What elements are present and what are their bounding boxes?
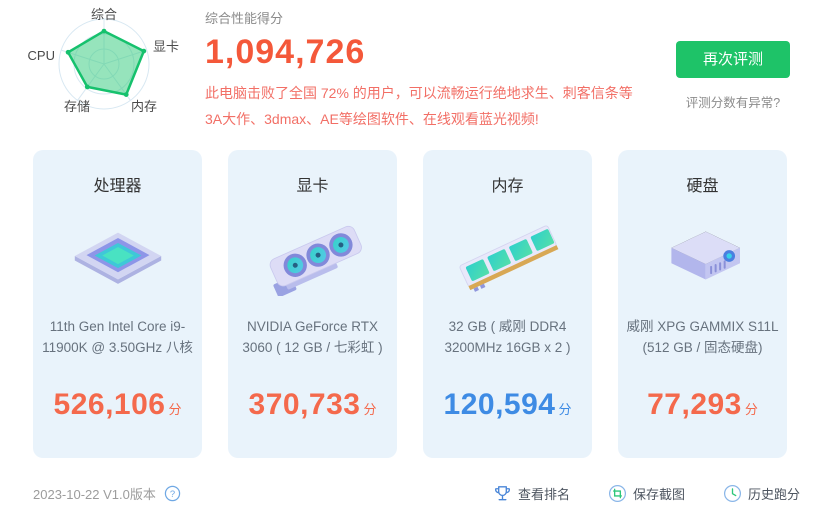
overall-score-value: 1,094,726 — [205, 33, 366, 71]
score-description-line1: 此电脑击败了全国 72% 的用户，可以流畅运行绝地求生、刺客信条等 — [205, 85, 633, 101]
card-score-unit: 分 — [363, 402, 377, 417]
card-score-unit: 分 — [168, 402, 182, 417]
card-score-value: 526,106 — [53, 388, 166, 421]
memory-card: 内存 32 — [423, 150, 592, 458]
radar-axis-label-gpu: 显卡 — [153, 39, 179, 54]
card-score-value: 120,594 — [443, 388, 556, 421]
radar-axis-label-storage: 存储 — [64, 99, 90, 114]
clock-icon — [723, 484, 741, 503]
card-score: 370,733 分 — [249, 388, 377, 422]
card-score-value: 77,293 — [647, 388, 742, 421]
score-description: 此电脑击败了全国 72% 的用户，可以流畅运行绝地求生、刺客信条等 3A大作、3… — [205, 80, 675, 132]
svg-text:?: ? — [170, 489, 175, 500]
card-title: 内存 — [491, 178, 524, 195]
hardware-name: 11th Gen Intel Core i9- 11900K @ 3.50GHz… — [42, 319, 193, 355]
footer-link-label: 保存截图 — [632, 487, 685, 502]
cpu-card: 处理器 11th Gen Intel Core i9- 11900K @ 3.5… — [33, 150, 202, 458]
trophy-icon — [495, 486, 510, 501]
card-score-value: 370,733 — [248, 388, 361, 421]
hardware-name: 威刚 XPG GAMMIX S11L (512 GB / 固态硬盘) — [626, 319, 779, 355]
radar-axis-label-cpu: CPU — [28, 48, 55, 63]
retest-button[interactable]: 再次评测 — [676, 41, 790, 78]
radar-axis-label-overall: 综合 — [91, 7, 117, 22]
save-screenshot-link[interactable]: 保存截图 — [608, 484, 685, 503]
card-title: 显卡 — [296, 178, 329, 195]
radar-vertex-dots — [65, 28, 147, 97]
gpu-card-icon — [250, 220, 376, 296]
version-text: 2023-10-22 V1.0版本 — [33, 487, 156, 502]
ssd-drive-icon — [651, 220, 755, 292]
gpu-card: 显卡 — [228, 150, 397, 458]
footer-links: 查看排名 保存截图 历史跑分 — [493, 484, 800, 503]
version-info: 2023-10-22 V1.0版本 ? — [33, 484, 181, 503]
card-score: 526,106 分 — [54, 388, 182, 422]
card-score: 120,594 分 — [444, 388, 572, 422]
footer-bar: 2023-10-22 V1.0版本 ? 查看排名 — [33, 484, 800, 503]
performance-radar-chart: 综合 显卡 内存 存储 CPU — [0, 0, 195, 130]
card-title: 处理器 — [93, 178, 142, 195]
radar-polygon — [66, 29, 146, 96]
hardware-cards: 处理器 11th Gen Intel Core i9- 11900K @ 3.5… — [33, 150, 787, 458]
footer-link-label: 历史跑分 — [747, 487, 800, 502]
card-score: 77,293 分 — [647, 388, 758, 422]
overall-score-label: 综合性能得分 — [205, 11, 284, 26]
card-title: 硬盘 — [686, 178, 719, 195]
hardware-name: 32 GB ( 威刚 DDR4 3200MHz 16GB x 2 ) — [444, 319, 571, 355]
hardware-name: NVIDIA GeForce RTX 3060 ( 12 GB / 七彩虹 ) — [242, 319, 383, 355]
score-description-line2: 3A大作、3dmax、AE等绘图软件、在线观看蓝光视频! — [205, 111, 539, 127]
view-ranking-link[interactable]: 查看排名 — [493, 484, 570, 503]
screenshot-icon — [608, 484, 626, 503]
question-circle-icon[interactable]: ? — [164, 485, 181, 502]
history-scores-link[interactable]: 历史跑分 — [723, 484, 800, 503]
footer-link-label: 查看排名 — [517, 487, 570, 502]
score-summary: 综合性能得分 1,094,726 此电脑击败了全国 72% 的用户，可以流畅运行… — [205, 8, 675, 132]
radar-axis-label-memory: 内存 — [131, 99, 157, 114]
score-anomaly-link[interactable]: 评测分数有异常? — [685, 96, 781, 110]
ram-stick-icon — [448, 220, 568, 292]
action-block: 再次评测 评测分数有异常? — [676, 41, 790, 112]
card-score-unit: 分 — [558, 402, 572, 417]
card-score-unit: 分 — [744, 402, 758, 417]
cpu-chip-icon — [66, 220, 170, 292]
disk-card: 硬盘 威刚 XPG GAMMIX S11L (512 GB / 固态硬盘) — [618, 150, 787, 458]
